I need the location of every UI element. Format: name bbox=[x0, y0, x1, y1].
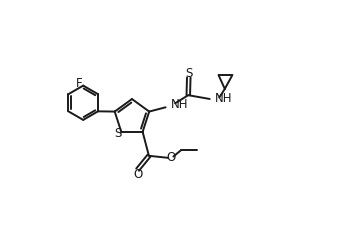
Text: S: S bbox=[185, 67, 192, 80]
Text: NH: NH bbox=[171, 98, 188, 111]
Text: O: O bbox=[166, 151, 176, 164]
Text: F: F bbox=[76, 77, 83, 90]
Text: O: O bbox=[133, 168, 142, 181]
Text: S: S bbox=[115, 127, 122, 140]
Text: NH: NH bbox=[215, 92, 232, 106]
